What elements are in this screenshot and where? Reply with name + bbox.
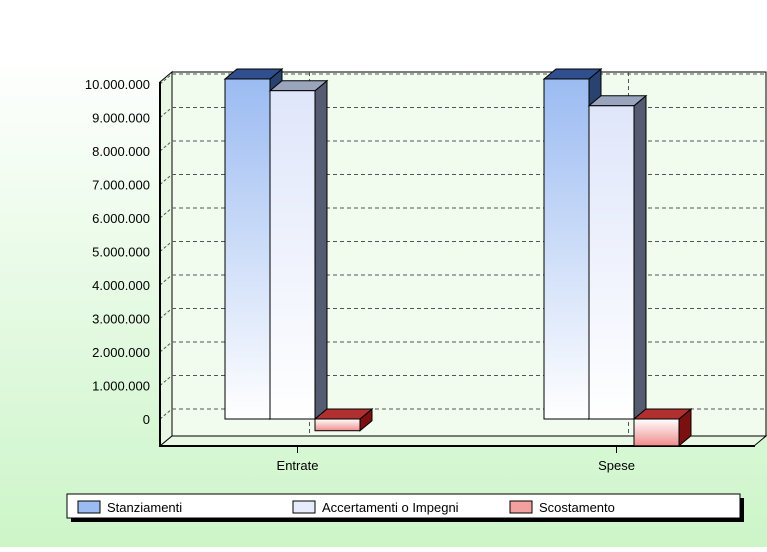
grid-line-side [159, 341, 173, 353]
grid-line-side [159, 375, 173, 386]
bar-scostamento-spese [632, 407, 693, 447]
bar-accertamenti-o-impegni-spese [587, 94, 648, 421]
y-tick-labels: 0 1.000.000 2.000.000 3.000.000 4.000.000 5.0… [85, 77, 150, 427]
bars [223, 67, 693, 447]
legend-swatch [292, 500, 316, 514]
grid-line-side [159, 207, 173, 219]
y-tick-label: 4.000.000 [92, 278, 150, 293]
y-tick-label: 5.000.000 [92, 245, 150, 260]
bar-front [588, 105, 635, 420]
y-tick-label: 10.000.000 [85, 77, 150, 92]
y-tick-label: 6.000.000 [92, 211, 150, 226]
legend-swatch [509, 500, 533, 514]
y-tick-label: 0 [143, 412, 150, 427]
y-tick-label: 8.000.000 [92, 144, 150, 159]
grid-line-side [159, 174, 173, 185]
bar-front [269, 90, 316, 420]
legend: Stanziamenti Accertamenti o Impegni Scosta… [66, 493, 744, 522]
bar-accertamenti-o-impegni-entrate [268, 79, 329, 421]
legend-box [66, 493, 741, 519]
bar-side [314, 79, 328, 421]
legend-label: Accertamenti o Impegni [322, 500, 459, 515]
y-tick-label: 2.000.000 [92, 345, 150, 360]
plot-left-wall [159, 70, 173, 448]
grid-line-side [159, 408, 173, 420]
legend-item-scostamento: Scostamento [509, 500, 615, 515]
y-tick-label: 3.000.000 [92, 312, 150, 327]
grid-line-side [159, 241, 173, 252]
bar-side [633, 94, 647, 421]
grid-line-side [159, 73, 173, 85]
grid-line-side [159, 308, 173, 319]
bar-scostamento-entrate [313, 407, 374, 432]
grid-line-side [159, 107, 173, 118]
legend-label: Scostamento [539, 500, 615, 515]
grid-line-side [159, 274, 173, 286]
bar-front [224, 78, 271, 420]
y-tick-label: 7.000.000 [92, 178, 150, 193]
y-tick-label: 1.000.000 [92, 379, 150, 394]
bar-front [543, 78, 590, 420]
x-tick-label: Spese [598, 458, 635, 473]
y-tick-label: 9.000.000 [92, 111, 150, 126]
bar-front [633, 418, 680, 447]
legend-swatch [77, 500, 101, 514]
x-tick-labels: Entrate Spese [277, 446, 635, 473]
bar-front [314, 418, 361, 432]
legend-item-stanziamenti: Stanziamenti [77, 500, 182, 515]
legend-label: Stanziamenti [107, 500, 182, 515]
grid-line-side [159, 140, 173, 152]
legend-item-accertamenti-o-impegni: Accertamenti o Impegni [292, 500, 459, 515]
x-tick-label: Entrate [277, 458, 319, 473]
